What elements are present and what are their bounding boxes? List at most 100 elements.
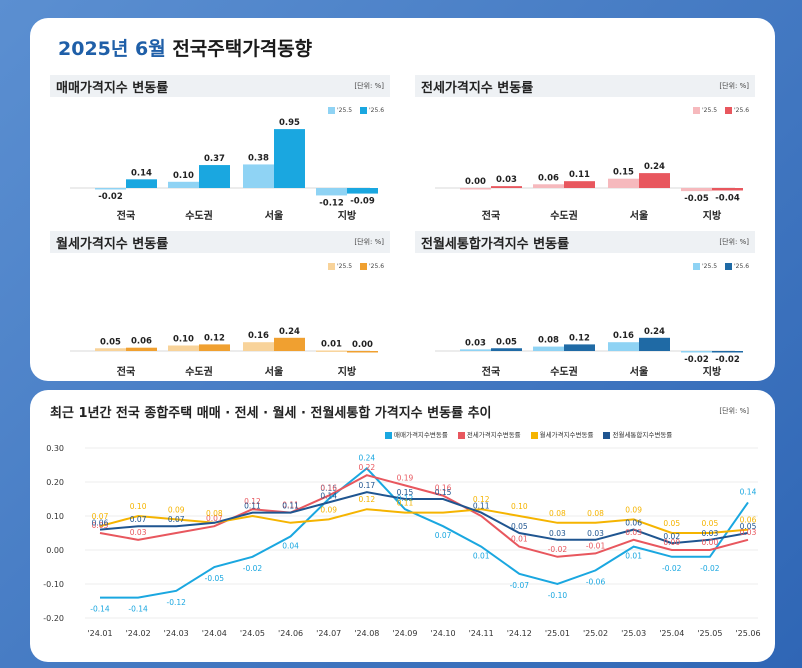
y-tick-label: 0.30 bbox=[46, 444, 64, 453]
data-label: 0.06 bbox=[740, 516, 757, 525]
combined-value-label: -0.02 bbox=[715, 355, 740, 365]
data-label: 0.11 bbox=[282, 502, 299, 511]
combined-bar-cur-1 bbox=[564, 344, 595, 351]
wolse-legend: '25.5 '25.6 bbox=[328, 263, 384, 270]
sale-bar-cur-1 bbox=[199, 165, 230, 188]
category-label: 전국 bbox=[117, 209, 135, 222]
x-tick-label: '24.01 bbox=[87, 629, 112, 638]
sale-bar-cur-3 bbox=[347, 188, 378, 194]
combined-bar-prev-1 bbox=[533, 346, 564, 351]
data-label: 0.09 bbox=[320, 505, 337, 514]
wolse-value-label: 0.16 bbox=[248, 331, 269, 341]
sale-bar-prev-1 bbox=[168, 181, 199, 188]
category-label: 서울 bbox=[630, 209, 648, 222]
x-tick-label: '24.05 bbox=[240, 629, 265, 638]
data-label: 0.05 bbox=[663, 519, 680, 528]
x-tick-label: '25.05 bbox=[697, 629, 722, 638]
data-label: 0.04 bbox=[282, 541, 299, 550]
sale-header: 매매가격지수 변동률 [단위: %] bbox=[50, 75, 390, 97]
wolse-unit: [단위: %] bbox=[354, 238, 384, 246]
y-tick-label: -0.10 bbox=[43, 580, 64, 589]
sale-value-label: -0.02 bbox=[98, 192, 123, 202]
summary-panel: 2025년 6월 전국주택가격동향 매매가격지수 변동률 [단위: %] '25.5… bbox=[30, 18, 775, 381]
data-label: 0.03 bbox=[625, 528, 642, 537]
wolse-value-label: 0.05 bbox=[100, 337, 121, 347]
data-label: 0.06 bbox=[625, 519, 642, 528]
data-label: 0.19 bbox=[397, 473, 414, 482]
combined-value-label: 0.03 bbox=[465, 338, 486, 348]
wolse-value-label: 0.06 bbox=[131, 337, 152, 347]
x-tick-label: '24.03 bbox=[164, 629, 189, 638]
sale-unit: [단위: %] bbox=[354, 82, 384, 90]
trend-chart-legend: 매매가격지수변동률 전세가격지수변동률 월세가격지수변동률 전월세통합지수변동률 bbox=[385, 429, 672, 439]
combined-title: 전월세통합가격지수 변동률 bbox=[421, 237, 570, 252]
series-line-3 bbox=[99, 491, 749, 545]
legend-item: '25.6 bbox=[725, 263, 749, 270]
trend-chart-unit: [단위: %] bbox=[719, 407, 749, 415]
data-label: -0.14 bbox=[90, 605, 110, 614]
combined-legend: '25.5 '25.6 bbox=[693, 263, 749, 270]
category-label: 수도권 bbox=[185, 366, 213, 378]
sale-legend: '25.5 '25.6 bbox=[328, 107, 384, 114]
data-label: -0.10 bbox=[548, 591, 568, 600]
legend-item: 전세가격지수변동률 bbox=[457, 429, 521, 439]
sale-value-label: 0.37 bbox=[204, 154, 225, 164]
combined-value-label: 0.24 bbox=[644, 327, 665, 337]
x-tick-label: '25.02 bbox=[583, 629, 608, 638]
data-label: 0.11 bbox=[282, 501, 299, 510]
data-label: 0.09 bbox=[625, 505, 642, 514]
jeonse-value-label: 0.24 bbox=[644, 162, 665, 172]
jeonse-bar-cur-1 bbox=[564, 181, 595, 188]
combined-value-label: -0.02 bbox=[684, 355, 709, 365]
jeonse-bar-prev-0 bbox=[460, 188, 491, 190]
jeonse-bar-cur-3 bbox=[712, 188, 743, 191]
jeonse-rate-chart: 전세가격지수 변동률 [단위: %] '25.5'25.6 0.00 0.03 전국 0.0… bbox=[415, 75, 755, 225]
data-label: -0.02 bbox=[548, 545, 568, 554]
category-label: 수도권 bbox=[550, 210, 578, 222]
legend-item: '25.5 bbox=[693, 263, 717, 270]
data-label: 0.10 bbox=[511, 502, 528, 511]
data-label: 0.05 bbox=[740, 522, 757, 531]
data-label: 0.24 bbox=[358, 453, 375, 462]
y-tick-label: 0.20 bbox=[46, 478, 64, 487]
y-tick-label: 0.00 bbox=[46, 546, 64, 555]
category-label: 서울 bbox=[265, 365, 283, 378]
data-label: 0.07 bbox=[206, 514, 223, 523]
jeonse-bar-cur-2 bbox=[639, 173, 670, 188]
wolse-value-label: 0.10 bbox=[173, 335, 194, 345]
combined-bar-prev-3 bbox=[681, 351, 712, 353]
trend-line-chart: 0.30 0.20 0.10 0.00 -0.10 -0.20 '24.01 '24.02 '2… bbox=[43, 444, 760, 638]
wolse-value-label: 0.12 bbox=[204, 333, 225, 343]
data-label: 0.16 bbox=[320, 484, 337, 493]
data-label: -0.12 bbox=[167, 598, 187, 607]
data-label: 0.07 bbox=[92, 512, 109, 521]
data-label: 0.05 bbox=[92, 521, 109, 530]
y-tick-label: -0.20 bbox=[43, 614, 64, 623]
wolse-bar-cur-3 bbox=[347, 351, 378, 353]
jeonse-bar-prev-2 bbox=[608, 178, 639, 188]
x-tick-label: '24.09 bbox=[392, 629, 417, 638]
data-label: 0.15 bbox=[397, 488, 414, 497]
y-tick-label: 0.10 bbox=[46, 512, 64, 521]
combined-bar-prev-0 bbox=[460, 349, 491, 351]
legend-item: '25.5 bbox=[328, 263, 352, 270]
data-label: -0.01 bbox=[586, 541, 606, 550]
wolse-bar-cur-2 bbox=[274, 337, 305, 351]
sale-value-label: 0.38 bbox=[248, 153, 269, 163]
sale-bar-prev-2 bbox=[243, 164, 274, 188]
jeonse-bar-prev-1 bbox=[533, 184, 564, 188]
sale-bar-prev-3 bbox=[316, 188, 347, 196]
data-label: -0.02 bbox=[662, 564, 682, 573]
series-line-1 bbox=[99, 474, 749, 558]
combined-bar-cur-3 bbox=[712, 351, 743, 353]
data-label: 0.15 bbox=[320, 484, 337, 493]
x-tick-label: '24.12 bbox=[507, 629, 532, 638]
sale-title: 매매가격지수 변동률 bbox=[56, 81, 169, 96]
wolse-bar-prev-1 bbox=[168, 345, 199, 351]
data-label: 0.03 bbox=[549, 529, 566, 538]
data-label: 0.01 bbox=[473, 552, 490, 561]
wolse-bars: 0.05 0.06 전국 0.10 0.12 수도권 0.16 0.24 서울 0.01 0.00 지… bbox=[70, 327, 378, 378]
page-title: 2025년 6월 전국주택가격동향 bbox=[58, 38, 313, 60]
jeonse-title: 전세가격지수 변동률 bbox=[421, 81, 534, 96]
series-line-0 bbox=[100, 467, 749, 599]
